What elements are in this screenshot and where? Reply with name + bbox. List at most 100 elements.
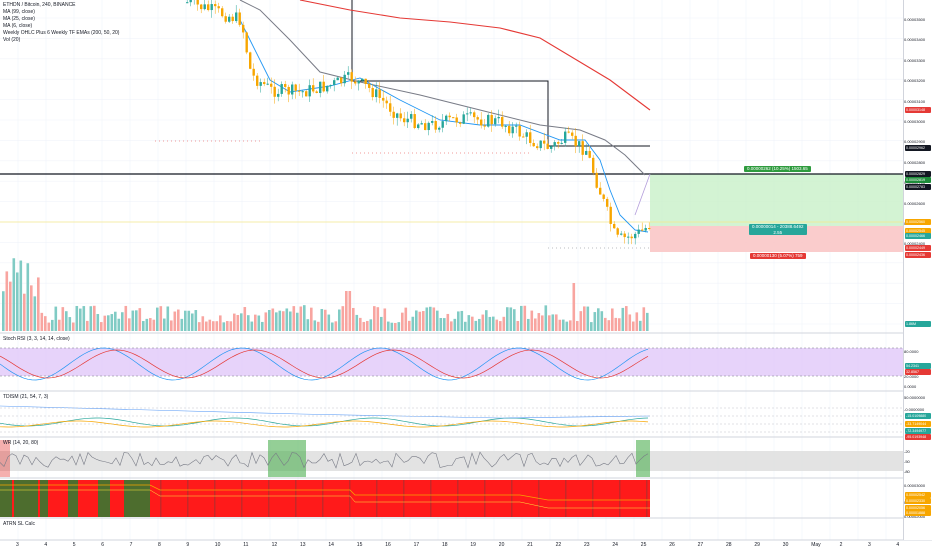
symbol-title[interactable]: ETHDN / Bitcoin, 240, BINANCE xyxy=(3,2,76,8)
candle-body xyxy=(333,80,336,85)
candle-body xyxy=(616,228,619,235)
candle-body xyxy=(417,124,420,129)
volume-bar xyxy=(373,306,376,331)
volume-bar xyxy=(439,318,443,331)
candle-body xyxy=(322,81,325,92)
atr-divider xyxy=(187,480,189,517)
candle-body xyxy=(518,125,521,137)
wr-line xyxy=(0,451,649,469)
volume-bar xyxy=(54,306,58,331)
volume-bar xyxy=(628,314,632,331)
volume-bar xyxy=(180,318,184,331)
date-tick-label: 3 xyxy=(16,542,19,548)
candle-body xyxy=(476,117,479,120)
ma25-line xyxy=(239,0,646,176)
atr-pane-label[interactable]: ATRN SL Calc xyxy=(3,521,35,527)
volume-bar xyxy=(278,310,282,331)
volume-bar xyxy=(65,311,68,331)
candle-body xyxy=(441,121,444,128)
volume-bar xyxy=(481,314,485,331)
volume-bar xyxy=(96,314,100,331)
atr-red-zone xyxy=(0,480,650,517)
stoch-tick-label: 0.0000 xyxy=(904,384,917,389)
stop-label[interactable]: 0.00000130 (5.07%) 759 xyxy=(750,253,806,259)
volume-bar xyxy=(26,263,30,331)
legend-ma6[interactable]: MA (6, close) xyxy=(3,23,33,29)
volume-bar xyxy=(5,271,9,331)
wr-tick-label: -80 xyxy=(904,469,910,474)
candle-body xyxy=(473,112,476,118)
candle-body xyxy=(508,125,511,134)
candle-body xyxy=(249,52,252,69)
candle-body xyxy=(242,24,245,33)
volume-bar xyxy=(306,319,310,331)
volume-bar xyxy=(509,307,513,331)
candle-body xyxy=(536,146,539,149)
volume-bar xyxy=(341,306,345,331)
legend-ma99[interactable]: MA (99, close) xyxy=(3,9,35,15)
candle-body xyxy=(497,116,500,119)
date-tick-label: 25 xyxy=(640,542,647,548)
atr-line-1 xyxy=(0,484,650,501)
volume-bar xyxy=(121,312,124,331)
candle-body xyxy=(294,84,297,91)
candle-body xyxy=(592,157,595,173)
candle-body xyxy=(210,4,213,11)
candle-body xyxy=(256,75,259,86)
legend-weekly-ohlc[interactable]: Weekly OHLC Plus 6 Weekly TF EMAs (200, … xyxy=(3,30,120,36)
volume-bar xyxy=(429,306,432,331)
volume-bar xyxy=(37,277,40,331)
volume-bar xyxy=(597,308,600,331)
price-axis[interactable] xyxy=(903,0,932,540)
tsi-tag: -33.7149044 xyxy=(905,421,931,427)
volume-bar xyxy=(390,322,394,331)
wr-pane-label[interactable]: WR (14, 20, 80) xyxy=(3,440,39,446)
volume-bar xyxy=(618,318,621,331)
date-tick-label: 19 xyxy=(470,542,476,548)
candlesticks xyxy=(186,0,651,245)
volume-bar xyxy=(436,310,439,331)
atr-divider xyxy=(484,480,486,517)
volume-bar xyxy=(397,322,401,331)
profit-zone xyxy=(650,174,903,226)
volume-bar xyxy=(639,320,642,331)
candle-body xyxy=(567,131,570,133)
legend-volume[interactable]: Vol (20) xyxy=(3,37,21,43)
candle-body xyxy=(399,113,402,119)
ma99-line xyxy=(299,0,651,111)
volume-bar xyxy=(569,320,572,331)
volume-bar xyxy=(387,321,390,331)
target-label[interactable]: 0.00000262 (10.25%) 1503.65 xyxy=(744,166,811,172)
candle-body xyxy=(553,142,556,147)
tsi-pane-label[interactable]: TDISM (21, 54, 7, 3) xyxy=(3,394,49,400)
candle-body xyxy=(326,85,329,92)
volume-bar xyxy=(163,318,166,331)
stoch-pane-label[interactable]: Stoch RSI (3, 3, 14, 14, close) xyxy=(3,336,70,342)
atr-tick-label: 0.00003000 xyxy=(904,483,926,488)
volume-bar xyxy=(233,313,236,331)
volume-bar xyxy=(229,321,233,331)
candle-body xyxy=(228,16,231,22)
candle-body xyxy=(550,146,553,149)
volume-bar xyxy=(590,322,593,331)
atr-green-block xyxy=(124,480,150,517)
candle-body xyxy=(623,233,626,238)
legend-ma25[interactable]: MA (25, close) xyxy=(3,16,35,22)
volume-bar xyxy=(149,318,152,331)
candle-body xyxy=(301,91,304,93)
volume-bar xyxy=(271,308,275,331)
volume-bar xyxy=(516,321,520,331)
candle-body xyxy=(389,103,392,112)
volume-bar xyxy=(110,314,114,331)
volume-bar xyxy=(23,293,26,331)
volume-bar xyxy=(100,322,103,331)
candle-body xyxy=(200,4,203,10)
candle-body xyxy=(494,118,497,125)
candle-body xyxy=(284,84,287,87)
price-tick-label: 0.00002900 xyxy=(904,139,926,145)
wr-highlight-2 xyxy=(636,440,650,477)
candle-body xyxy=(252,68,255,76)
entry-label[interactable]: 0.00000014 - 20388.6492 2.55 xyxy=(749,224,807,235)
candle-body xyxy=(189,0,192,3)
